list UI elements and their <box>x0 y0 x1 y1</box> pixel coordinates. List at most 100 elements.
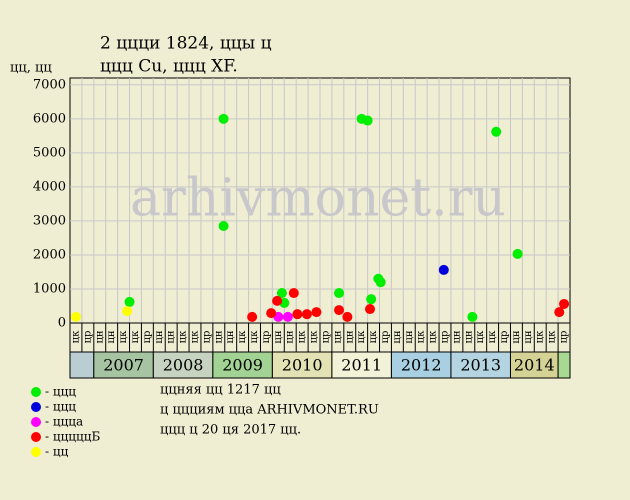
data-point <box>247 311 258 322</box>
year-band <box>390 351 452 379</box>
y-tick-label: 1000 <box>33 281 66 296</box>
year-label: 2010 <box>282 356 323 375</box>
legend-swatch <box>31 432 41 442</box>
x-tick-label: цр <box>559 331 570 344</box>
x-tick-label: цн <box>154 330 165 343</box>
legend-label: - ццц <box>45 385 76 399</box>
x-tick-label: цр <box>380 331 391 344</box>
x-tick-label: цн <box>392 330 403 343</box>
data-point <box>334 288 345 299</box>
x-tick-label: цк <box>428 330 439 343</box>
x-tick-label: цн <box>285 330 296 343</box>
data-point <box>282 311 293 322</box>
data-point <box>311 307 322 318</box>
x-tick-label: цр <box>261 331 272 344</box>
x-tick-label: цн <box>463 330 474 343</box>
x-tick-label: цк <box>547 330 558 343</box>
x-tick-label: цн <box>94 330 105 343</box>
data-point <box>334 305 345 316</box>
x-tick-label: цн <box>511 330 522 343</box>
data-point <box>218 113 229 124</box>
legend-swatch <box>31 402 41 412</box>
data-point <box>70 311 81 322</box>
y-tick-label: 7000 <box>33 77 66 92</box>
year-label: 2014 <box>514 356 555 375</box>
y-tick-label: 5000 <box>33 145 66 160</box>
data-point <box>362 115 373 126</box>
y-axis-label: цц, цц <box>10 61 52 76</box>
legend-swatch <box>31 447 41 457</box>
x-tick-label: цк <box>249 330 260 343</box>
x-tick-label: цн <box>523 330 534 343</box>
legend-label: - цц <box>45 445 69 459</box>
year-band <box>509 351 559 379</box>
data-point <box>124 296 135 307</box>
x-tick-label: цн <box>273 330 284 343</box>
x-tick-label: цк <box>297 330 308 343</box>
x-tick-label: цр <box>82 331 93 344</box>
y-tick-label: 0 <box>58 316 66 331</box>
legend-label: - ццца <box>45 415 83 429</box>
y-tick-label: 6000 <box>33 111 66 126</box>
x-tick-label: цр <box>440 331 451 344</box>
year-band <box>557 351 571 379</box>
data-point <box>288 288 299 299</box>
year-label: 2008 <box>163 356 204 375</box>
x-tick-label: цк <box>535 330 546 343</box>
x-tick-label: цн <box>213 330 224 343</box>
x-tick-label: цк <box>416 330 427 343</box>
data-point <box>491 126 502 137</box>
legend-label: - цццццБ <box>45 430 100 444</box>
x-tick-label: цн <box>332 330 343 343</box>
x-tick-label: цн <box>225 330 236 343</box>
legend-swatch <box>31 387 41 397</box>
year-band <box>69 351 95 379</box>
data-point <box>122 306 133 317</box>
note: ццняя цц 1217 цц <box>160 383 281 398</box>
year-label: 2013 <box>460 356 501 375</box>
data-point <box>467 311 478 322</box>
data-point <box>512 248 523 259</box>
x-tick-label: цк <box>190 330 201 343</box>
data-point <box>272 295 283 306</box>
data-point <box>366 294 377 305</box>
x-tick-label: цк <box>309 330 320 343</box>
data-point <box>438 264 449 275</box>
note: ццц ц 20 ця 2017 цц. <box>160 423 301 438</box>
data-point <box>266 308 277 319</box>
x-tick-label: цк <box>487 330 498 343</box>
x-tick-label: цк <box>70 330 81 343</box>
x-tick-label: цр <box>142 331 153 344</box>
chart-subtitle: ццц Cu, ццц XF. <box>100 57 238 77</box>
data-point <box>365 304 375 315</box>
x-tick-label: цн <box>404 330 415 343</box>
y-tick-label: 3000 <box>33 213 66 228</box>
x-tick-label: цк <box>368 330 379 343</box>
x-tick-label: цр <box>320 331 331 344</box>
data-point <box>375 277 386 288</box>
year-label: 2009 <box>222 356 263 375</box>
x-tick-label: цр <box>499 331 510 344</box>
x-tick-label: цк <box>475 330 486 343</box>
year-band <box>331 351 392 379</box>
x-tick-label: цн <box>344 330 355 343</box>
data-point <box>276 288 287 299</box>
y-tick-label: 4000 <box>33 179 66 194</box>
data-point <box>342 311 353 322</box>
data-point <box>559 298 570 309</box>
year-band <box>93 351 154 379</box>
year-label: 2007 <box>103 356 144 375</box>
note: ц ццциям цца ARHIVMONET.RU <box>160 403 379 418</box>
data-point <box>292 309 303 320</box>
x-tick-label: цр <box>201 331 212 344</box>
y-tick-label: 2000 <box>33 247 66 262</box>
x-tick-label: цн <box>166 330 177 343</box>
x-tick-label: цн <box>106 330 117 343</box>
x-tick-label: цк <box>118 330 129 343</box>
x-tick-label: цк <box>130 330 141 343</box>
data-point <box>554 307 565 318</box>
year-band <box>450 351 511 379</box>
year-band <box>271 351 333 379</box>
legend-swatch <box>31 417 41 427</box>
